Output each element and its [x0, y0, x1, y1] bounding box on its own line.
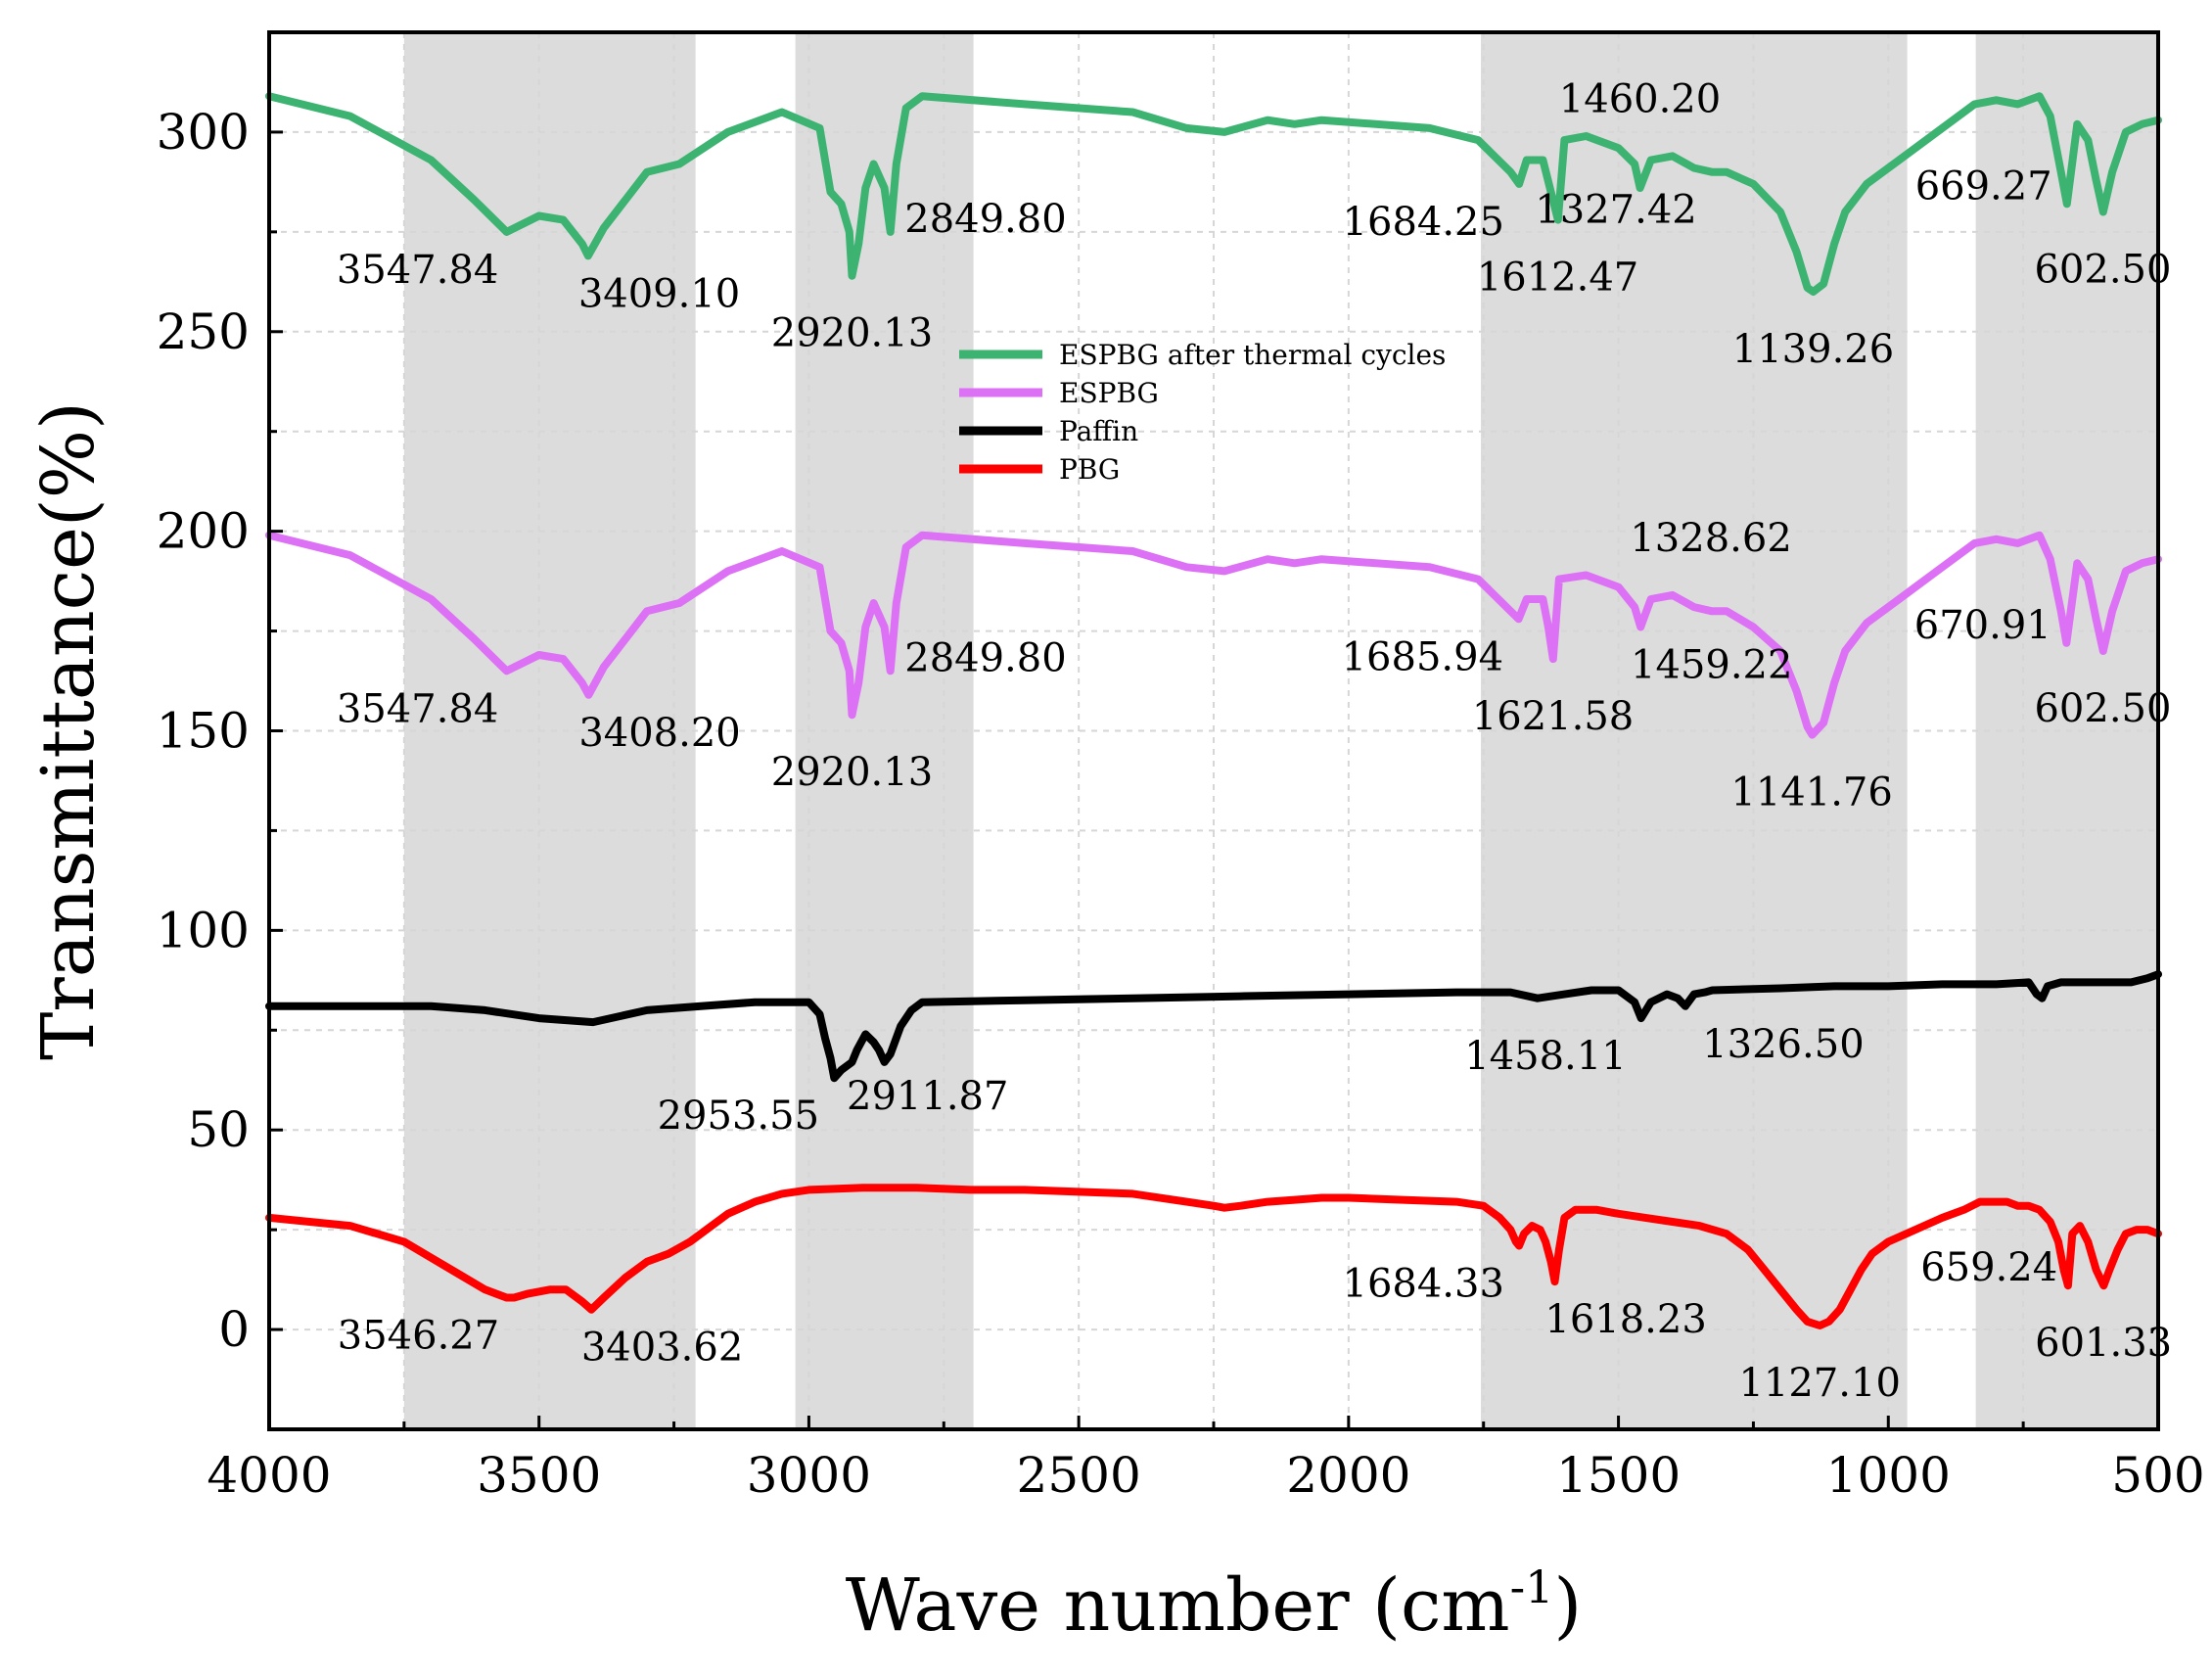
peak-label: 3547.84	[337, 686, 498, 731]
y-tick-label: 100	[157, 902, 250, 958]
y-tick-label: 200	[157, 503, 250, 560]
peak-label: 2920.13	[771, 750, 933, 795]
peak-label: 1458.11	[1464, 1034, 1626, 1079]
x-tick-label: 2500	[1017, 1447, 1141, 1504]
peak-label: 1328.62	[1630, 516, 1791, 561]
series-line	[265, 92, 2162, 296]
x-tick-label: 1000	[1826, 1447, 1951, 1504]
legend-label: Paffin	[1059, 415, 1138, 447]
axis-ticks: 4000 3500 3000 2500 2000 1500 1000 500 0 50 100 150…	[157, 30, 2205, 1504]
y-tick-label: 150	[157, 703, 250, 760]
x-tick-label: 3500	[477, 1447, 601, 1504]
x-axis-title-superscript: -1	[1510, 1561, 1554, 1613]
peak-label: 1621.58	[1472, 694, 1634, 739]
peak-label: 659.24	[1920, 1245, 2057, 1290]
x-tick-label: 1500	[1556, 1447, 1681, 1504]
legend-label: ESPBG after thermal cycles	[1059, 339, 1446, 371]
peak-label: 3546.27	[338, 1313, 499, 1358]
peak-label: 2849.80	[904, 635, 1066, 680]
legend: ESPBG after thermal cycles ESPBG Paffin PBG	[959, 339, 1446, 486]
x-tick-label: 3000	[747, 1447, 871, 1504]
peak-label: 3403.62	[581, 1326, 743, 1371]
x-tick-label: 2000	[1286, 1447, 1410, 1504]
peak-label: 2953.55	[658, 1094, 819, 1139]
x-tick-label: 500	[2111, 1447, 2204, 1504]
peak-label: 1612.47	[1477, 256, 1638, 301]
peak-label: 3409.10	[578, 271, 740, 316]
peak-label: 1459.22	[1631, 642, 1792, 687]
peak-label: 1327.42	[1535, 188, 1696, 233]
legend-label: PBG	[1059, 453, 1120, 486]
series-line	[265, 531, 2162, 739]
peak-labels: 3547.84 3409.10 2920.13 2849.80 1460.20 1684.…	[337, 77, 2172, 1406]
series-lines	[265, 92, 2162, 1329]
x-tick-label: 4000	[207, 1447, 331, 1504]
peak-label: 602.50	[2034, 686, 2171, 731]
peak-label: 601.33	[2035, 1321, 2172, 1366]
y-tick-label: 250	[157, 303, 250, 360]
peak-label: 670.91	[1914, 603, 2051, 648]
peak-label: 1460.20	[1559, 77, 1721, 122]
peak-label: 1685.94	[1342, 634, 1503, 679]
legend-label: ESPBG	[1059, 377, 1159, 409]
peak-label: 1684.33	[1343, 1261, 1504, 1306]
peak-label: 1326.50	[1702, 1022, 1864, 1067]
peak-label: 2911.87	[847, 1074, 1008, 1119]
peak-label: 669.27	[1915, 163, 2052, 209]
y-tick-label: 50	[187, 1101, 250, 1158]
x-axis-title: Wave number (cm-1)	[846, 1561, 1583, 1648]
peak-label: 1141.76	[1730, 770, 1892, 815]
x-axis-title-main: Wave number (cm	[846, 1563, 1510, 1648]
peak-label: 1684.25	[1343, 200, 1504, 245]
series-line	[265, 1184, 2162, 1329]
peak-label: 602.50	[2034, 247, 2171, 292]
series-line	[265, 970, 2162, 1083]
x-axis-title-close: )	[1553, 1563, 1582, 1648]
peak-label: 2920.13	[771, 311, 933, 356]
y-tick-label: 0	[218, 1301, 250, 1358]
y-axis-title: Transmittance(%)	[26, 401, 111, 1060]
peak-label: 3408.20	[578, 711, 740, 756]
peak-label: 2849.80	[904, 197, 1066, 242]
peak-label: 1139.26	[1732, 327, 1894, 372]
peak-label: 1127.10	[1738, 1361, 1900, 1406]
peak-label: 1618.23	[1544, 1297, 1706, 1342]
peak-label: 3547.84	[337, 248, 498, 293]
y-tick-label: 300	[157, 104, 250, 161]
